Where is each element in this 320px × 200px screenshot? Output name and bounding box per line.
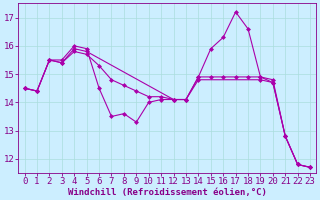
X-axis label: Windchill (Refroidissement éolien,°C): Windchill (Refroidissement éolien,°C): [68, 188, 267, 197]
